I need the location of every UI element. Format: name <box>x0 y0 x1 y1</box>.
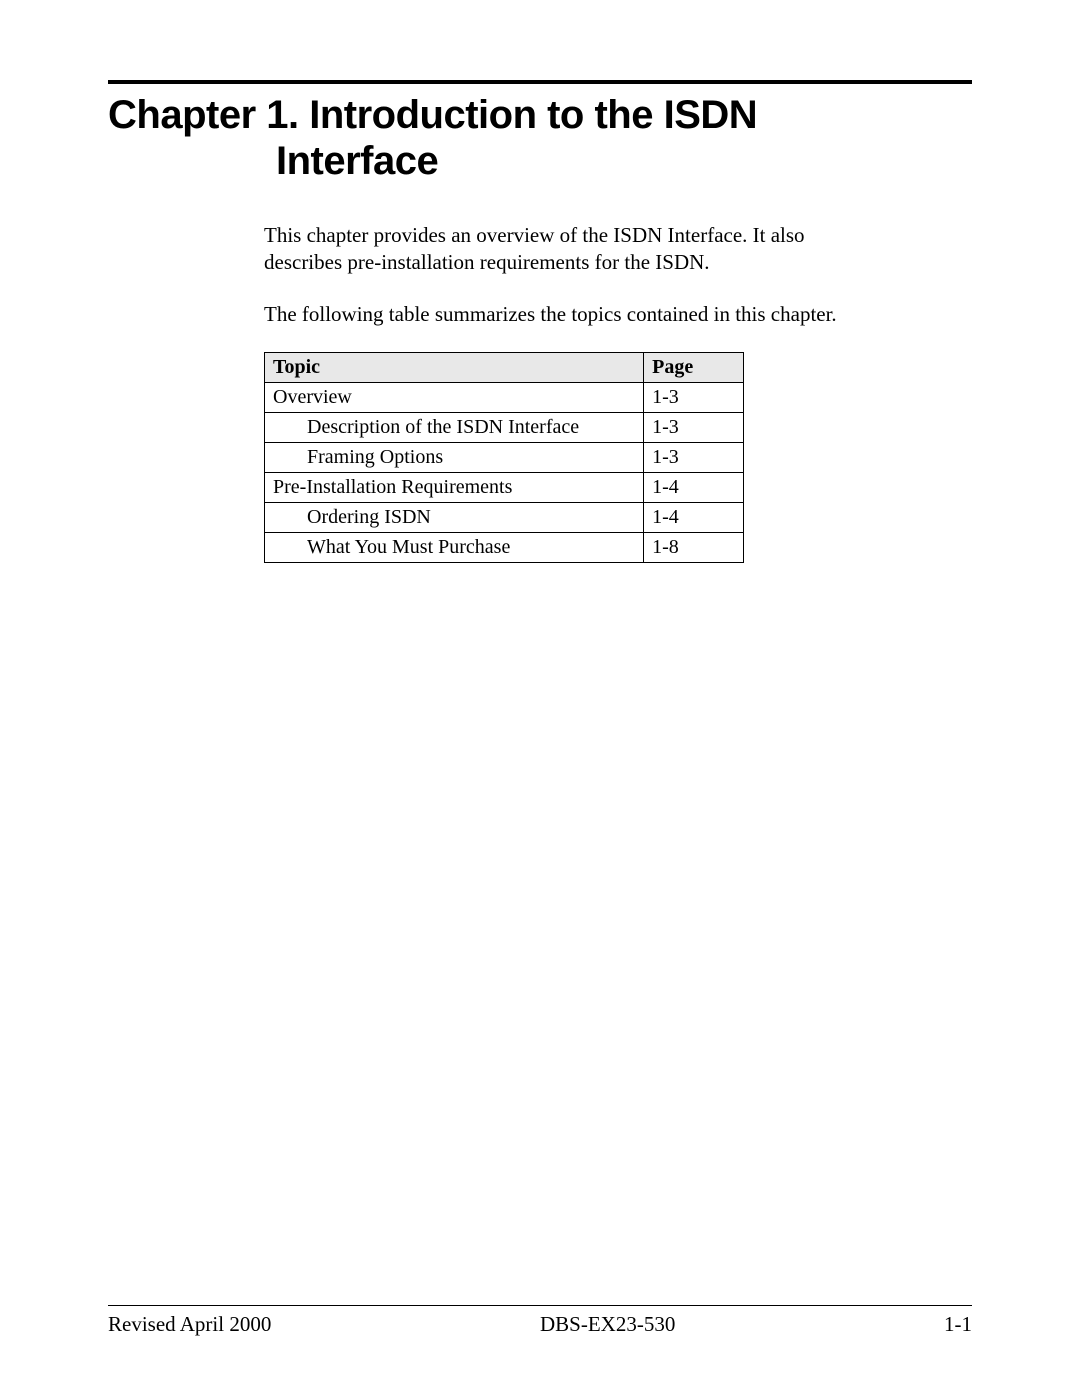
page-footer: Revised April 2000 DBS-EX23-530 1-1 <box>108 1305 972 1337</box>
chapter-title-line1: Chapter 1. Introduction to the ISDN <box>108 93 757 137</box>
footer-revised: Revised April 2000 <box>108 1312 271 1337</box>
table-row: What You Must Purchase 1-8 <box>265 532 744 562</box>
toc-header-page: Page <box>644 352 744 382</box>
table-row: Overview 1-3 <box>265 382 744 412</box>
footer-rule <box>108 1305 972 1306</box>
toc-topic: Pre-Installation Requirements <box>265 472 644 502</box>
toc-topic: Overview <box>265 382 644 412</box>
body-area: This chapter provides an overview of the… <box>264 222 886 563</box>
chapter-title: Chapter 1. Introduction to the ISDN Inte… <box>108 92 972 184</box>
footer-pagenum: 1-1 <box>944 1312 972 1337</box>
top-rule <box>108 80 972 84</box>
toc-page: 1-3 <box>644 412 744 442</box>
table-row: Description of the ISDN Interface 1-3 <box>265 412 744 442</box>
toc-header-topic: Topic <box>265 352 644 382</box>
footer-docnum: DBS-EX23-530 <box>540 1312 675 1337</box>
toc-page: 1-3 <box>644 382 744 412</box>
table-row: Ordering ISDN 1-4 <box>265 502 744 532</box>
table-row: Framing Options 1-3 <box>265 442 744 472</box>
intro-paragraph-2: The following table summarizes the topic… <box>264 301 886 328</box>
toc-page: 1-4 <box>644 502 744 532</box>
toc-page: 1-8 <box>644 532 744 562</box>
chapter-title-line2: Interface <box>108 139 438 183</box>
toc-page: 1-3 <box>644 442 744 472</box>
toc-table: Topic Page Overview 1-3 Description of t… <box>264 352 744 563</box>
toc-topic: Ordering ISDN <box>265 502 644 532</box>
toc-topic: Framing Options <box>265 442 644 472</box>
toc-topic: Description of the ISDN Interface <box>265 412 644 442</box>
table-row: Pre-Installation Requirements 1-4 <box>265 472 744 502</box>
footer-line: Revised April 2000 DBS-EX23-530 1-1 <box>108 1312 972 1337</box>
toc-topic: What You Must Purchase <box>265 532 644 562</box>
intro-paragraph-1: This chapter provides an overview of the… <box>264 222 886 277</box>
toc-header-row: Topic Page <box>265 352 744 382</box>
toc-page: 1-4 <box>644 472 744 502</box>
